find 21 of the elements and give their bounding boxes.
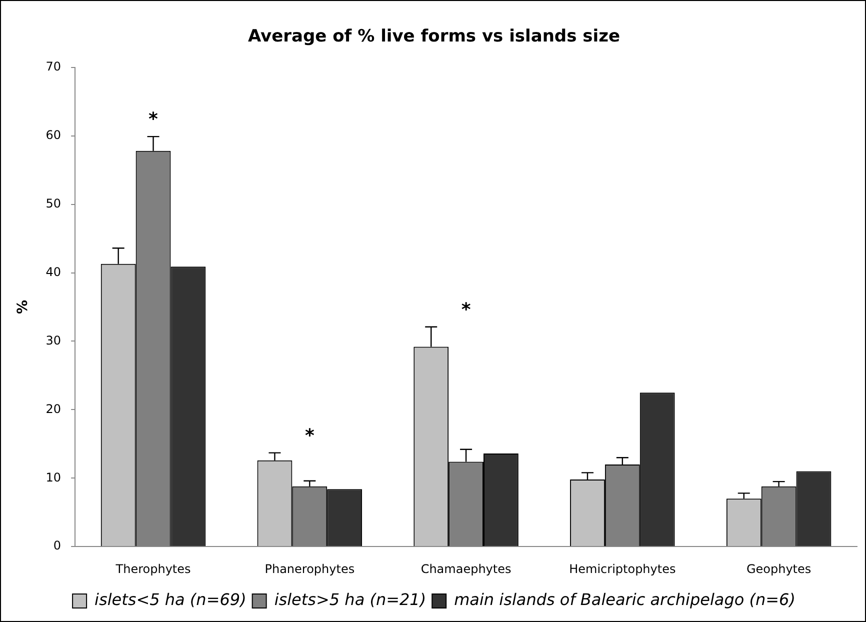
- legend-label: islets<5 ha (n=69): [94, 590, 246, 610]
- annotation: *: [461, 300, 472, 321]
- x-tick-label: Therophytes: [114, 562, 191, 576]
- y-tick-label: 60: [46, 128, 62, 142]
- chart-title: Average of % live forms vs islands size: [248, 26, 620, 47]
- y-tick-label: 0: [53, 538, 62, 553]
- annotation: *: [148, 109, 159, 130]
- y-tick-label: 30: [46, 333, 62, 348]
- x-tick-label: Chamaephytes: [420, 562, 512, 576]
- annotation: *: [304, 425, 315, 446]
- y-tick-label: 10: [46, 470, 62, 484]
- x-tick-label: Phanerophytes: [264, 562, 355, 576]
- x-tick-label: Geophytes: [746, 562, 812, 576]
- x-tick-label: Hemicriptophytes: [569, 562, 676, 576]
- y-tick-label: 50: [46, 196, 62, 210]
- legend-label: main islands of Balearic archipelago (n=6): [454, 590, 796, 610]
- legend-label: islets>5 ha (n=21): [274, 590, 426, 610]
- y-tick-label: 40: [46, 264, 62, 279]
- y-axis-title: %: [15, 300, 32, 314]
- y-tick-label: 20: [46, 402, 62, 416]
- y-tick-label: 70: [46, 60, 62, 74]
